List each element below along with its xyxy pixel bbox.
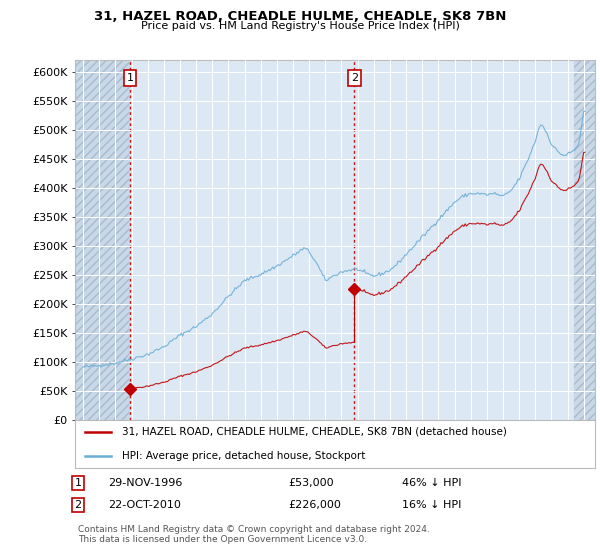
Text: 46% ↓ HPI: 46% ↓ HPI: [402, 478, 461, 488]
Bar: [574, 60, 595, 420]
Text: £226,000: £226,000: [288, 500, 341, 510]
Bar: [75, 60, 129, 420]
Text: 29-NOV-1996: 29-NOV-1996: [108, 478, 182, 488]
Text: 31, HAZEL ROAD, CHEADLE HULME, CHEADLE, SK8 7BN: 31, HAZEL ROAD, CHEADLE HULME, CHEADLE, …: [94, 10, 506, 23]
Text: £53,000: £53,000: [288, 478, 334, 488]
Text: 2: 2: [351, 73, 358, 83]
Text: 1: 1: [74, 478, 82, 488]
Text: HPI: Average price, detached house, Stockport: HPI: Average price, detached house, Stoc…: [122, 451, 365, 461]
Bar: [574, 60, 595, 420]
Text: 16% ↓ HPI: 16% ↓ HPI: [402, 500, 461, 510]
Text: Contains HM Land Registry data © Crown copyright and database right 2024.
This d: Contains HM Land Registry data © Crown c…: [78, 525, 430, 544]
Text: Price paid vs. HM Land Registry's House Price Index (HPI): Price paid vs. HM Land Registry's House …: [140, 21, 460, 31]
Text: 1: 1: [127, 73, 134, 83]
Text: 2: 2: [74, 500, 82, 510]
Text: 31, HAZEL ROAD, CHEADLE HULME, CHEADLE, SK8 7BN (detached house): 31, HAZEL ROAD, CHEADLE HULME, CHEADLE, …: [122, 427, 506, 437]
Bar: [75, 60, 129, 420]
Text: 22-OCT-2010: 22-OCT-2010: [108, 500, 181, 510]
